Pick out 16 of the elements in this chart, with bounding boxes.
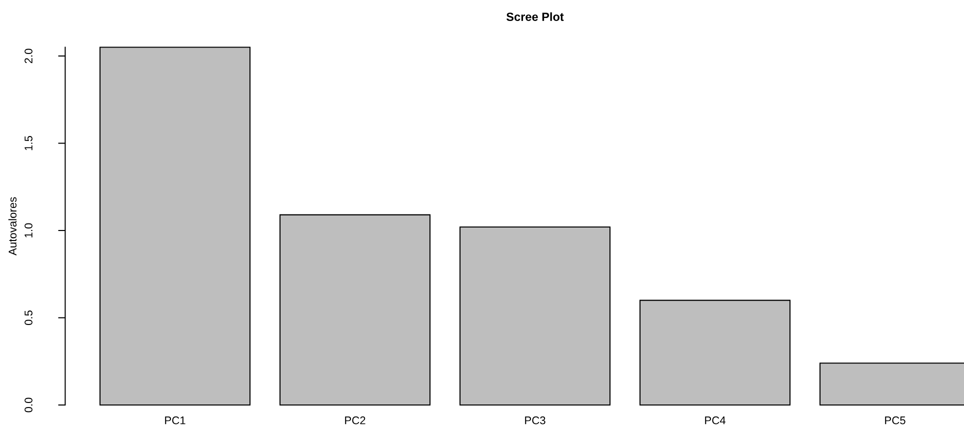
y-tick-label: 0.0 xyxy=(24,398,32,412)
y-tick-label: 0.5 xyxy=(24,310,32,326)
bar xyxy=(639,300,791,406)
bar xyxy=(279,214,431,406)
x-tick-label: PC4 xyxy=(705,416,726,424)
x-tick-label: PC2 xyxy=(345,416,366,424)
x-tick-label: PC5 xyxy=(885,416,906,424)
chart-title: Scree Plot xyxy=(506,12,564,21)
bar xyxy=(99,46,251,406)
bar xyxy=(459,226,611,406)
y-tick-label: 2.0 xyxy=(24,48,32,64)
x-tick-label: PC3 xyxy=(525,416,546,424)
x-tick-label: PC1 xyxy=(165,416,186,424)
y-tick-label: 1.0 xyxy=(24,223,32,238)
y-tick-label: 1.5 xyxy=(24,136,32,150)
y-axis-title: Autovalores xyxy=(8,197,17,256)
